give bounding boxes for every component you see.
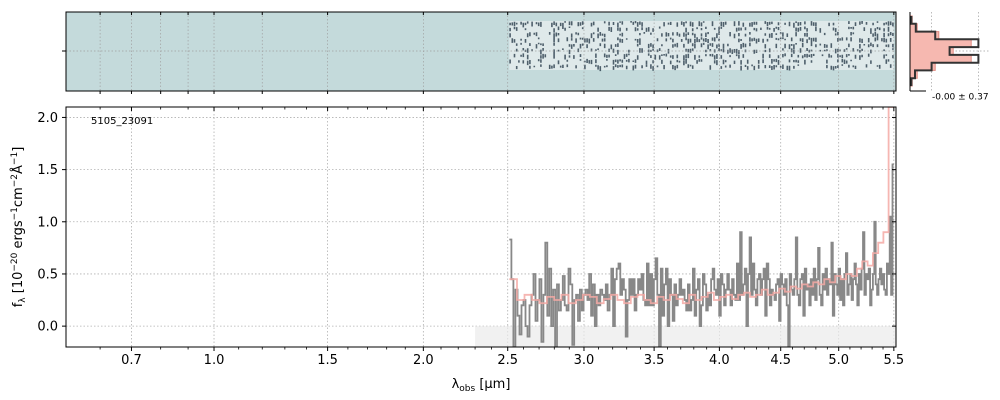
profile-model-fill: [910, 15, 972, 87]
y-axis-label-angstrom: Å: [10, 165, 26, 174]
spectrum-2d-frame: [65, 11, 897, 92]
x-tick-label: 5.0: [828, 353, 849, 368]
spectrum-2d-streaks: [509, 21, 894, 72]
y-axis-label: fλ [10−20 ergs−1cm−2Å−1]: [10, 147, 28, 308]
x-axis-label-symbol: λ: [452, 377, 460, 392]
profile-label: -0.00 ± 0.37: [932, 93, 989, 103]
y-axis-label-scale: [10: [11, 272, 26, 298]
y-axis-label-close: ]: [11, 147, 26, 152]
x-tick-label: 0.7: [121, 353, 142, 368]
y-axis-label-symbol: f: [11, 302, 26, 307]
x-tick-label: 4.5: [770, 353, 791, 368]
y-axis-label-exp4: −1: [10, 152, 20, 165]
x-tick-label: 2.0: [413, 353, 434, 368]
model-spectrum-line: [509, 107, 894, 305]
y-axis-label-exp2: −1: [10, 207, 20, 220]
y-tick-label: 1.0: [37, 215, 58, 230]
x-axis-label-unit: [μm]: [475, 377, 510, 392]
y-axis-label-exp: −20: [10, 252, 20, 271]
shaded-region: [475, 326, 896, 347]
data-spectrum-line: [509, 163, 894, 347]
x-tick-label: 2.5: [497, 353, 518, 368]
y-tick-label: 0.5: [37, 267, 58, 282]
y-axis-label-subscript: λ: [18, 297, 28, 303]
x-tick-label: 4.0: [709, 353, 730, 368]
y-tick-label: 2.0: [37, 111, 58, 126]
x-tick-label: 1.5: [317, 353, 338, 368]
x-tick-label: 5.5: [884, 353, 905, 368]
x-axis-label: λobs [μm]: [452, 377, 511, 394]
profile-panel: -0.00 ± 0.37: [909, 12, 990, 103]
spectrum-2d-panel: [62, 11, 897, 94]
x-tick-label: 3.0: [574, 353, 595, 368]
x-tick-label: 3.5: [644, 353, 665, 368]
y-tick-label: 1.5: [37, 163, 58, 178]
x-axis-label-subscript: obs: [459, 384, 475, 394]
object-id-label: 5105_23091: [91, 116, 153, 127]
y-axis-label-exp3: −2: [10, 174, 20, 187]
y-tick-label: 0.0: [37, 320, 58, 335]
spectrum-1d-frame: [65, 106, 897, 348]
x-tick-label: 1.0: [204, 353, 225, 368]
y-axis-label-cm: cm: [11, 187, 26, 207]
spectrum-1d-panel: 0.7 1.0 1.5 2.0 2.5 3.0 3.5 4.0 4.5 5.0 5.5 0.0 0.5 1…: [10, 106, 905, 394]
profile-data-line: [910, 16, 980, 86]
y-axis-label-ergs: ergs: [11, 220, 26, 252]
